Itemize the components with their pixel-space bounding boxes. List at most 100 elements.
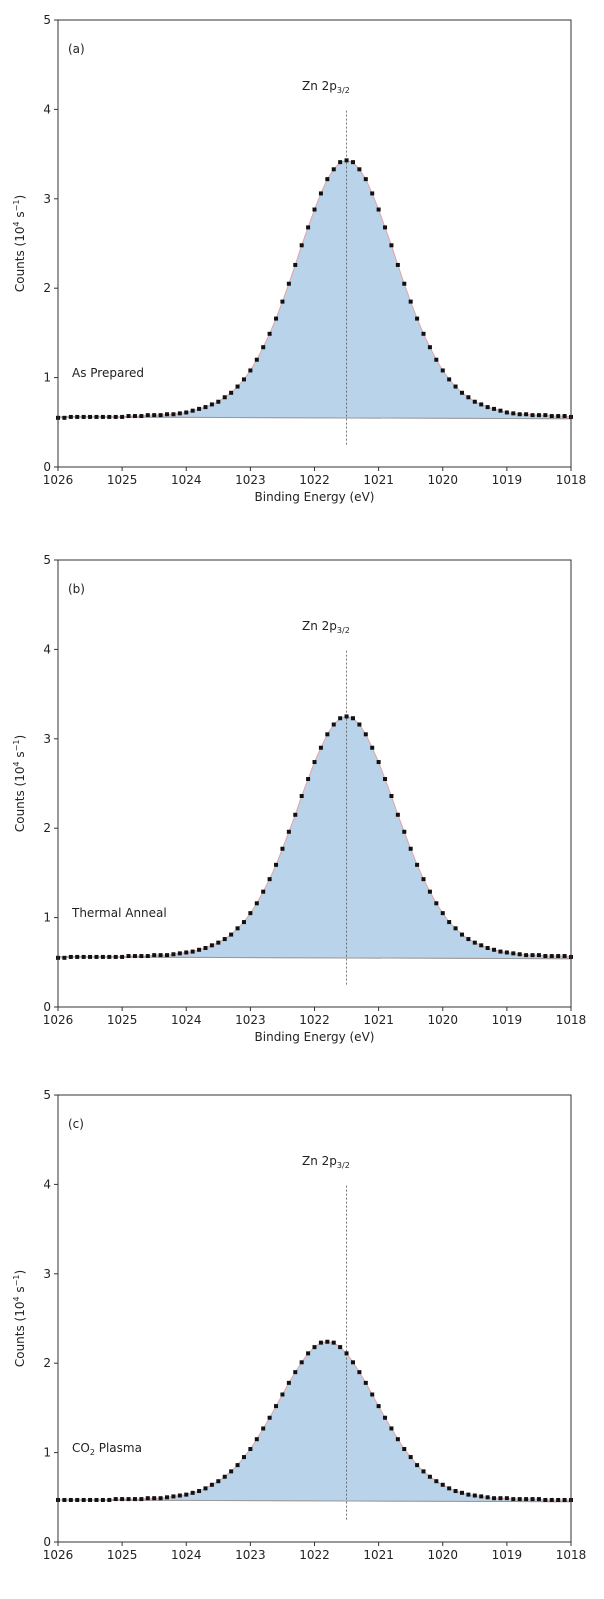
- script-text: 4: [12, 221, 21, 226]
- y-tick-label: 3: [43, 192, 51, 206]
- data-point: [267, 1415, 272, 1420]
- y-tick-label: 1: [43, 1446, 51, 1460]
- data-point: [286, 829, 291, 834]
- data-point: [395, 1437, 400, 1442]
- data-point: [504, 950, 509, 955]
- data-point: [177, 951, 182, 956]
- x-tick-label: 1019: [492, 1013, 523, 1027]
- data-point: [158, 953, 163, 958]
- data-point: [75, 954, 80, 959]
- text-part: Counts (10: [13, 767, 27, 833]
- data-point: [543, 413, 548, 418]
- data-point: [261, 1426, 266, 1431]
- x-tick-label: 1019: [492, 473, 523, 487]
- data-point: [299, 1360, 304, 1365]
- x-tick-label: 1018: [556, 473, 587, 487]
- y-tick-label: 4: [43, 102, 51, 116]
- script-text: −1: [12, 1275, 21, 1287]
- text-part: ): [13, 735, 27, 740]
- data-point: [75, 1497, 80, 1502]
- data-point: [453, 384, 458, 389]
- data-point: [543, 1497, 548, 1502]
- y-tick-label: 5: [43, 13, 51, 27]
- x-tick-label: 1020: [427, 473, 458, 487]
- y-tick-label: 3: [43, 732, 51, 746]
- data-point: [325, 732, 330, 737]
- data-point: [357, 167, 362, 172]
- x-tick-label: 1024: [171, 1548, 202, 1562]
- data-point: [536, 1497, 541, 1502]
- data-point: [293, 1370, 298, 1375]
- data-point: [427, 889, 432, 894]
- data-point: [100, 954, 105, 959]
- data-point: [562, 414, 567, 419]
- text-part: As Prepared: [72, 366, 144, 380]
- data-point: [261, 345, 266, 350]
- data-point: [190, 949, 195, 954]
- data-point: [440, 1482, 445, 1487]
- peak-label: Zn 2p3/2: [302, 619, 350, 635]
- x-tick-label: 1019: [492, 1548, 523, 1562]
- data-point: [145, 413, 150, 418]
- script-text: −1: [12, 740, 21, 752]
- data-point: [325, 177, 330, 182]
- data-point: [389, 794, 394, 799]
- y-tick-label: 1: [43, 371, 51, 385]
- data-point: [556, 414, 561, 419]
- data-point: [139, 954, 144, 959]
- x-tick-label: 1021: [363, 1548, 394, 1562]
- data-point: [536, 413, 541, 418]
- data-point: [472, 399, 477, 404]
- data-point: [190, 1490, 195, 1495]
- data-point: [126, 414, 131, 419]
- data-point: [331, 167, 336, 172]
- data-point: [68, 954, 73, 959]
- y-axis-label: Counts (104 s−1): [12, 195, 27, 292]
- script-text: −1: [12, 200, 21, 212]
- data-point: [434, 357, 439, 362]
- baseline: [57, 956, 572, 960]
- data-point: [498, 949, 503, 954]
- data-point: [216, 940, 221, 945]
- data-point: [344, 714, 349, 719]
- data-point: [440, 368, 445, 373]
- text-part: Zn 2p: [302, 79, 337, 93]
- text-part: CO: [72, 1441, 90, 1455]
- script-text: 4: [12, 1296, 21, 1301]
- x-tick-label: 1026: [43, 1548, 74, 1562]
- data-point: [338, 1345, 343, 1350]
- data-point: [158, 413, 163, 418]
- panel-label: (b): [68, 582, 85, 596]
- data-point: [197, 947, 202, 952]
- data-point: [459, 1490, 464, 1495]
- data-point: [229, 932, 234, 937]
- data-point: [280, 846, 285, 851]
- y-tick-label: 5: [43, 1088, 51, 1102]
- data-point: [415, 1463, 420, 1468]
- data-point: [530, 413, 535, 418]
- data-point: [152, 413, 157, 418]
- data-point: [312, 207, 317, 212]
- data-point: [376, 207, 381, 212]
- data-point: [338, 716, 343, 721]
- data-point: [492, 1496, 497, 1501]
- data-point: [274, 1404, 279, 1409]
- data-point: [402, 281, 407, 286]
- data-point: [306, 777, 311, 782]
- data-point: [485, 945, 490, 950]
- data-point: [517, 1497, 522, 1502]
- data-point: [370, 1392, 375, 1397]
- data-point: [376, 760, 381, 765]
- sample-label: CO2 Plasma: [72, 1441, 142, 1457]
- data-point: [331, 1340, 336, 1345]
- text-part: ): [13, 1270, 27, 1275]
- data-point: [408, 1455, 413, 1460]
- data-point: [120, 954, 125, 959]
- data-point: [88, 954, 93, 959]
- data-point: [75, 414, 80, 419]
- data-point: [383, 777, 388, 782]
- data-point: [94, 954, 99, 959]
- data-point: [62, 415, 67, 420]
- data-point: [267, 877, 272, 882]
- y-tick-label: 2: [43, 821, 51, 835]
